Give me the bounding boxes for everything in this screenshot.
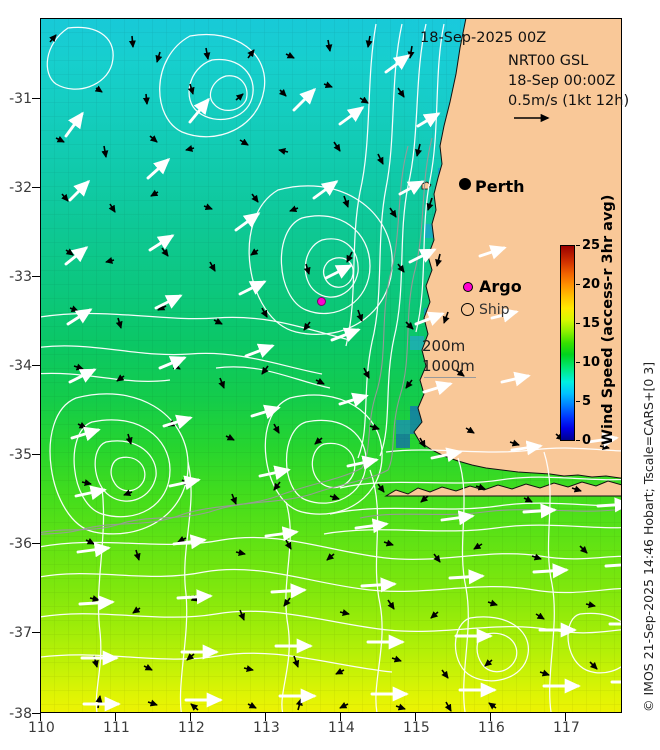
x-tickmark: [40, 713, 41, 721]
colorbar-tick-5: 5: [582, 394, 592, 409]
x-tick-label: 111: [103, 720, 130, 736]
y-tickmark: [32, 454, 40, 455]
x-tickmark: [340, 713, 341, 721]
colorbar-tick-0: 0: [582, 433, 592, 448]
y-tick-label: -36: [9, 536, 32, 552]
perth-label: Perth: [475, 177, 525, 196]
bathy-200m: [40, 137, 433, 534]
x-tick-label: 112: [178, 720, 205, 736]
colorbar-tickmark: [576, 245, 580, 246]
bathy-legend-line: [424, 377, 476, 378]
y-tick-label: -35: [9, 447, 32, 463]
x-tickmark: [415, 713, 416, 721]
colorbar-tick-20: 20: [582, 277, 601, 292]
ship-legend-marker[interactable]: [461, 303, 474, 316]
argo-label: Argo: [479, 277, 522, 296]
header-datetime: 18-Sep-2025 00Z: [420, 30, 547, 46]
argo-legend-marker[interactable]: [463, 282, 473, 292]
colorbar-tickmark: [576, 323, 580, 324]
y-tickmark: [32, 98, 40, 99]
y-tick-label: -38: [9, 706, 32, 722]
colorbar-tickmark: [576, 362, 580, 363]
y-tick-label: -31: [9, 91, 32, 107]
colorbar[interactable]: [560, 245, 575, 441]
y-tick-label: -37: [9, 625, 32, 641]
map-panel[interactable]: [40, 18, 622, 713]
y-tick-label: -32: [9, 180, 32, 196]
ship-label: Ship: [479, 302, 510, 318]
colorbar-tickmark: [576, 284, 580, 285]
colorbar-title: Wind Speed (access-r 3hr avg): [600, 194, 616, 445]
depth-1000m-label: 1000m: [422, 357, 475, 375]
x-tick-label: 114: [328, 720, 355, 736]
colorbar-tickmark: [576, 440, 580, 441]
header-model-time: 18-Sep 00:00Z: [508, 73, 616, 89]
vector-scale-reference-arrow: [514, 113, 550, 123]
x-tickmark: [490, 713, 491, 721]
header-vector-scale: 0.5m/s (1kt 12h): [508, 93, 630, 109]
colorbar-tickmark: [576, 401, 580, 402]
x-tickmark: [565, 713, 566, 721]
credit-text: © IMOS 21-Sep-2025 14:46 Hobart; Tscale=…: [641, 361, 656, 712]
y-tickmark: [32, 713, 40, 714]
argo-float-marker-ocean[interactable]: [317, 297, 326, 306]
x-tick-label: 115: [403, 720, 430, 736]
header-model: NRT00 GSL: [508, 53, 589, 69]
x-tick-label: 113: [253, 720, 280, 736]
y-tickmark: [32, 543, 40, 544]
y-tickmark: [32, 632, 40, 633]
y-tick-label: -34: [9, 358, 32, 374]
y-tick-label: -33: [9, 269, 32, 285]
x-tick-label: 110: [28, 720, 55, 736]
credit-wrap: © IMOS 21-Sep-2025 14:46 Hobart; Tscale=…: [641, 362, 660, 727]
x-tick-label: 117: [553, 720, 580, 736]
depth-200m-label: 200m: [422, 337, 466, 355]
x-tick-label: 116: [478, 720, 505, 736]
ocean-current-vectors: [49, 34, 622, 712]
perth-marker[interactable]: [459, 178, 471, 190]
bathy-1000m: [40, 145, 409, 535]
x-tickmark: [190, 713, 191, 721]
x-tickmark: [115, 713, 116, 721]
colorbar-tick-10: 10: [582, 355, 601, 370]
bathymetry-contour-layer: [40, 137, 622, 535]
y-tickmark: [32, 187, 40, 188]
wind-arrow-vectors: [64, 54, 622, 712]
colorbar-tick-15: 15: [582, 316, 601, 331]
y-tickmark: [32, 276, 40, 277]
x-tickmark: [265, 713, 266, 721]
colorbar-tick-25: 25: [582, 238, 601, 253]
y-tickmark: [32, 365, 40, 366]
